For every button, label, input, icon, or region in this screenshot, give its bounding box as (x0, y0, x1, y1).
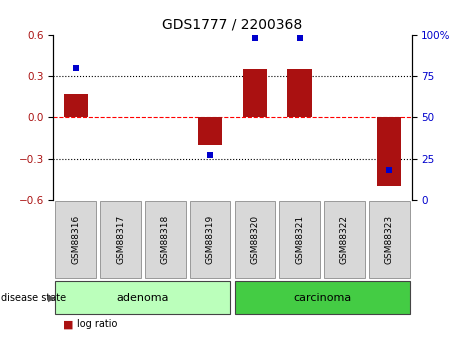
Text: GSM88321: GSM88321 (295, 215, 304, 264)
Bar (377, 117, 401, 186)
Bar (55, 281, 231, 314)
Text: GSM88318: GSM88318 (161, 215, 170, 264)
Text: GSM88323: GSM88323 (385, 215, 394, 264)
Text: GSM88322: GSM88322 (340, 215, 349, 264)
Text: disease state: disease state (1, 293, 66, 303)
Bar (100, 201, 141, 278)
Bar (64, 94, 88, 117)
Bar (234, 201, 275, 278)
Text: GSM88317: GSM88317 (116, 215, 125, 264)
Bar (198, 117, 222, 145)
Bar (234, 281, 410, 314)
Bar (287, 69, 312, 117)
Bar (279, 201, 320, 278)
Bar (243, 69, 267, 117)
Text: GSM88316: GSM88316 (71, 215, 80, 264)
Bar (145, 201, 186, 278)
Bar (190, 201, 231, 278)
Bar (55, 201, 96, 278)
Text: carcinoma: carcinoma (293, 293, 351, 303)
Bar (369, 201, 410, 278)
Text: adenoma: adenoma (117, 293, 169, 303)
Text: GSM88319: GSM88319 (206, 215, 215, 264)
Title: GDS1777 / 2200368: GDS1777 / 2200368 (162, 18, 303, 32)
Text: log ratio: log ratio (77, 319, 117, 329)
Bar (324, 201, 365, 278)
Text: GSM88320: GSM88320 (250, 215, 259, 264)
Text: ▶: ▶ (48, 293, 56, 303)
Text: ■: ■ (63, 319, 73, 329)
